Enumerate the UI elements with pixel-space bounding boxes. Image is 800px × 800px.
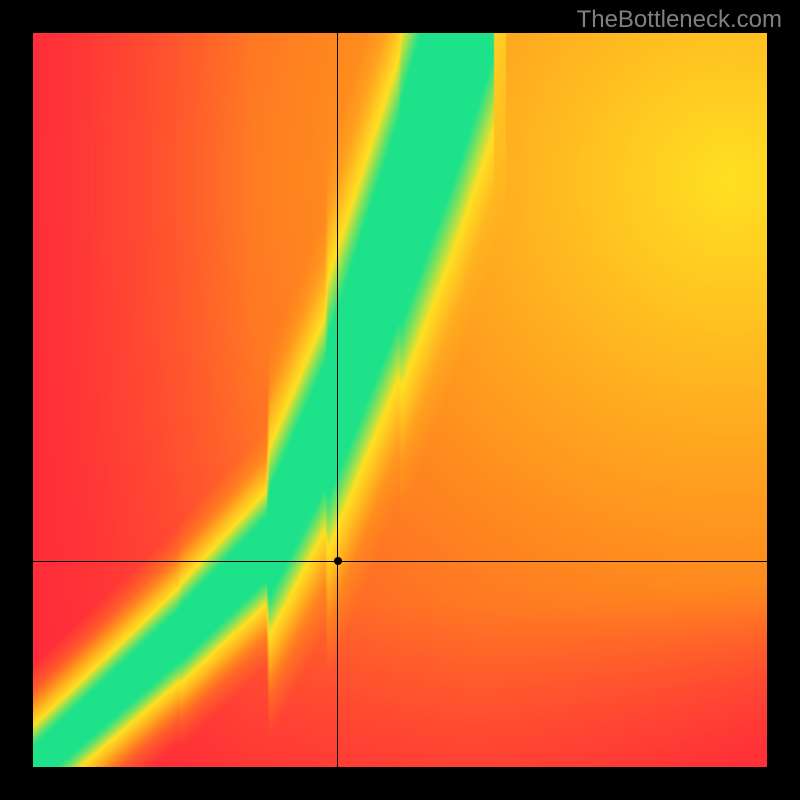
marker-dot — [334, 557, 342, 565]
crosshair-horizontal — [33, 561, 767, 562]
crosshair-vertical — [337, 33, 338, 767]
chart-container: TheBottleneck.com — [0, 0, 800, 800]
plot-area — [33, 33, 767, 767]
watermark-text: TheBottleneck.com — [577, 6, 782, 34]
heatmap-canvas — [33, 33, 767, 767]
